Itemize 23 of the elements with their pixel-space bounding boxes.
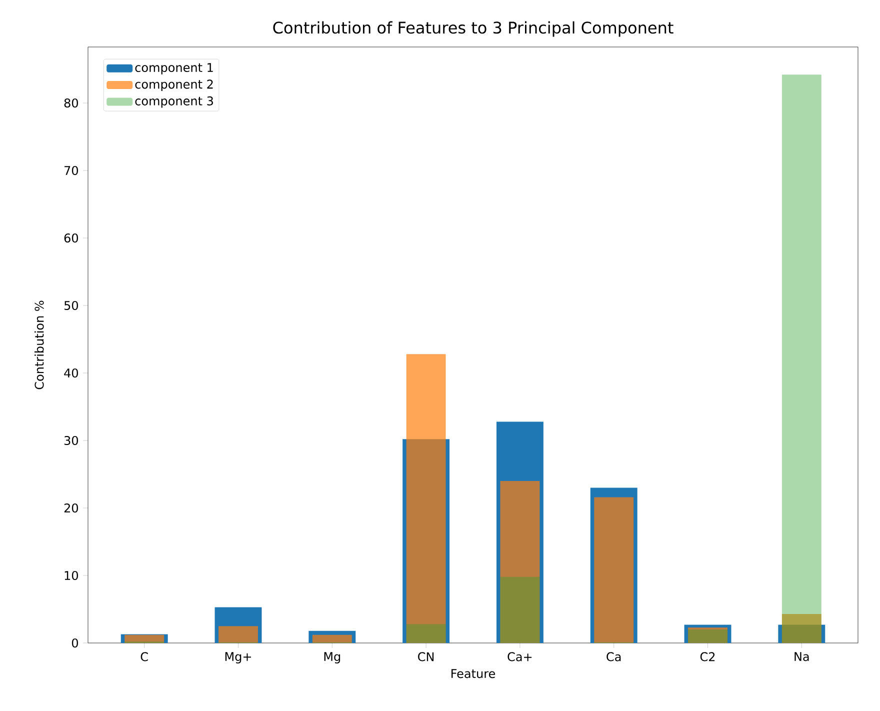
y-tick-label: 60 <box>64 233 78 243</box>
x-tick-label: Mg+ <box>225 652 251 664</box>
x-tick-label: CN <box>418 652 434 662</box>
y-tick-label: 70 <box>64 166 78 176</box>
y-tick-label: 40 <box>64 368 78 378</box>
x-tick-label: Ca <box>606 652 621 662</box>
y-tick-label: 30 <box>64 436 78 446</box>
x-tick-label: Mg <box>324 652 340 664</box>
legend-label: component 1 <box>135 63 213 74</box>
y-tick-label: 0 <box>72 638 78 648</box>
chart-title: Contribution of Features to 3 Principal Component <box>273 21 674 37</box>
legend-label: component 3 <box>135 96 213 108</box>
y-axis-title: Contribution % <box>34 300 44 390</box>
y-tick-label: 50 <box>64 300 78 310</box>
x-tick-label: C2 <box>700 652 715 662</box>
x-tick-label: Na <box>794 652 809 662</box>
y-tick-label: 10 <box>64 570 78 580</box>
x-tick-label: Ca+ <box>508 652 532 662</box>
legend-label: component 2 <box>135 80 213 92</box>
x-axis-title: Feature <box>452 669 496 678</box>
y-tick-label: 20 <box>64 503 78 513</box>
x-tick-label: C <box>140 652 148 662</box>
y-tick-label: 80 <box>64 98 78 108</box>
